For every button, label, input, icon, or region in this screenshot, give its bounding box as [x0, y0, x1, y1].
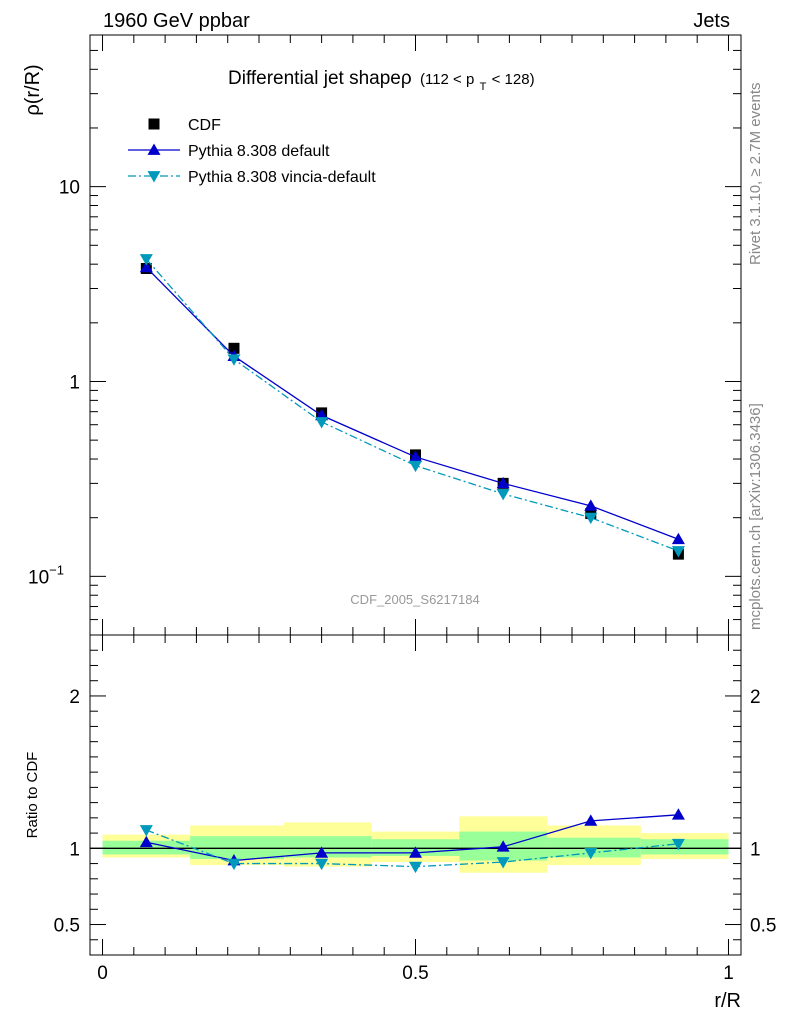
main-point-s2-4: [496, 488, 510, 501]
ratio-band-green-0: [102, 840, 191, 855]
ratio-point-s0-0: [139, 835, 153, 848]
legend-marker-2: [147, 171, 161, 183]
main-title-sub: T: [480, 81, 487, 93]
ratio-point-s0-2: [315, 846, 329, 858]
main-ytick-label-0: 10: [59, 178, 80, 199]
ratio-point-s0-3: [409, 846, 422, 858]
main-point-s1-0: [139, 260, 153, 273]
side-label-mcplots: mcplots.cern.ch [arXiv:1306.3436]: [747, 403, 764, 630]
ratio-point-s0-4: [496, 840, 510, 852]
ratio-ytick-label-left-0: 2: [69, 687, 80, 708]
ratio-point-s1-5: [584, 848, 598, 860]
ratio-ylabel: Ratio to CDF: [24, 752, 41, 839]
main-ylabel: ρ(r/R): [22, 64, 44, 115]
main-series-line-2: [145, 258, 679, 552]
ratio-point-s0-5: [584, 814, 598, 826]
header-left: 1960 GeV ppbar: [103, 10, 250, 32]
ratio-xtick-label-1: 0.5: [402, 963, 428, 984]
main-point-s0-1: [228, 342, 240, 354]
ratio-ytick-label-right-2: 0.5: [750, 916, 776, 937]
ratio-band-green-2: [284, 836, 372, 858]
main-point-s2-0: [139, 254, 153, 266]
ratio-xtick-label-2: 1: [723, 963, 734, 984]
ratio-frame: [89, 634, 742, 956]
ratio-ytick-label-left-1: 1: [69, 839, 80, 860]
main-point-s1-3: [409, 450, 422, 462]
main-ticks: 10 1 10−1: [28, 34, 741, 636]
main-point-s2-5: [584, 512, 598, 525]
ratio-point-s1-6: [671, 838, 685, 851]
ratio-xtick-label-0: 0: [97, 963, 108, 984]
main-title: Differential jet shapeρ (112 < p T < 128…: [228, 68, 535, 95]
ratio-point-s1-0: [139, 825, 153, 837]
main-panel: 10 1 10−1 ρ(r/R) Differential jet shapeρ (…: [22, 34, 742, 636]
header-right: Jets: [693, 10, 730, 32]
main-title-text: Differential jet shapeρ: [228, 68, 412, 89]
main-point-s2-3: [409, 460, 422, 473]
ratio-band-green-6: [640, 839, 729, 855]
legend-label-0: CDF: [188, 117, 221, 134]
side-label-rivet: Rivet 3.1.10, ≥ 2.7M events: [747, 83, 764, 266]
ratio-ytick-label-left-2: 0.5: [54, 916, 80, 937]
main-point-s2-6: [671, 546, 685, 558]
ratio-point-s1-4: [496, 857, 510, 869]
legend-label-1: Pythia 8.308 default: [188, 143, 330, 160]
ratio-point-s1-2: [315, 858, 329, 871]
ratio-ticks: 2 2 1 1 0.5 0.5 0 0.5 1: [54, 634, 776, 984]
ratio-ytick-label-right-1: 1: [750, 839, 761, 860]
main-point-s2-1: [227, 354, 241, 366]
legend-marker-1: [147, 143, 161, 155]
ratio-band-green-1: [190, 836, 285, 859]
ratio-band-green-5: [546, 837, 641, 858]
ratio-panel: 2 2 1 1 0.5 0.5 0 0.5 1 Ratio to CDF r/R: [24, 634, 776, 1012]
main-ytick-label-2: 10−1: [28, 562, 64, 588]
ratio-xlabel: r/R: [714, 990, 741, 1012]
main-point-s1-4: [496, 476, 510, 489]
ratio-point-s1-1: [227, 858, 241, 871]
legend: CDF Pythia 8.308 default Pythia 8.308 vinc…: [128, 117, 376, 186]
main-point-s1-5: [584, 499, 598, 511]
main-point-s1-6: [671, 532, 685, 545]
ratio-marks: [139, 808, 685, 874]
ratio-point-s0-6: [671, 808, 685, 820]
watermark: CDF_2005_S6217184: [350, 592, 479, 607]
main-title-end: < 128): [492, 71, 535, 88]
main-title-suffix: (112 < p: [420, 71, 474, 88]
main-ytick-sup-2: −1: [49, 562, 64, 577]
ratio-bands: [90, 816, 741, 873]
legend-label-2: Pythia 8.308 vincia-default: [188, 169, 376, 186]
main-ytick-label-1: 1: [69, 372, 80, 393]
legend-marker-0: [148, 118, 160, 130]
main-point-s2-2: [315, 417, 329, 429]
ratio-ytick-label-right-0: 2: [750, 687, 761, 708]
main-series-line-1: [145, 266, 679, 540]
ratio-point-s1-3: [409, 861, 422, 874]
main-marks: [139, 254, 685, 560]
